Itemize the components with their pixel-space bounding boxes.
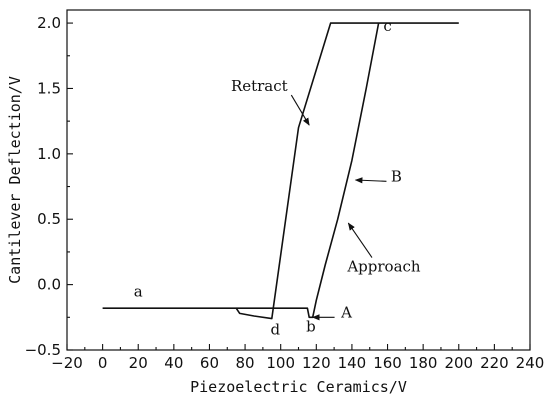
annotation-label: Retract — [231, 77, 288, 95]
x-tick-label: 180 — [409, 354, 438, 372]
x-tick-label: 160 — [373, 354, 402, 372]
annotation-label: b — [306, 318, 316, 336]
y-tick-label: 0.0 — [37, 276, 61, 294]
series-curves — [102, 22, 459, 320]
x-tick-label: 100 — [266, 354, 295, 372]
x-axis-ticks: −20 0 20 40 60 80 100 120 140 160 180 200 220 240 — [51, 344, 544, 372]
annotation-arrow — [347, 222, 373, 258]
x-tick-label: 240 — [516, 354, 545, 372]
annotation-label: d — [271, 320, 281, 338]
x-tick-label: 60 — [200, 354, 219, 372]
annotation-label: B — [391, 167, 402, 185]
curve-annotations: a b c d A B Retract Approach — [134, 17, 421, 338]
x-tick-label: 220 — [480, 354, 509, 372]
x-tick-label: 120 — [302, 354, 331, 372]
annotation-label: A — [340, 303, 352, 321]
x-tick-label: 0 — [98, 354, 108, 372]
x-tick-label: 140 — [338, 354, 367, 372]
x-tick-label: −20 — [51, 354, 83, 372]
x-tick-label: 40 — [164, 354, 183, 372]
x-tick-label: 200 — [444, 354, 473, 372]
y-tick-label: 2.0 — [37, 14, 61, 32]
retract-curve — [102, 22, 459, 320]
annotation-label: c — [383, 17, 391, 35]
x-tick-label: 80 — [236, 354, 255, 372]
y-tick-label: −0.5 — [25, 341, 61, 359]
x-axis-label: Piezoelectric Ceramics/V — [190, 378, 407, 396]
annotation-label: Approach — [346, 258, 421, 276]
y-tick-label: 1.5 — [37, 79, 61, 97]
approach-curve — [236, 22, 380, 319]
y-tick-label: 1.0 — [37, 145, 61, 163]
annotation-arrow — [290, 94, 310, 126]
y-axis-ticks: −0.5 0.0 0.5 1.0 1.5 2.0 — [25, 14, 73, 359]
y-axis-label: Cantilever Deflection/V — [6, 76, 24, 284]
annotation-arrow — [354, 177, 387, 184]
annotation-label: a — [134, 282, 143, 300]
x-tick-label: 20 — [129, 354, 148, 372]
y-tick-label: 0.5 — [37, 210, 61, 228]
